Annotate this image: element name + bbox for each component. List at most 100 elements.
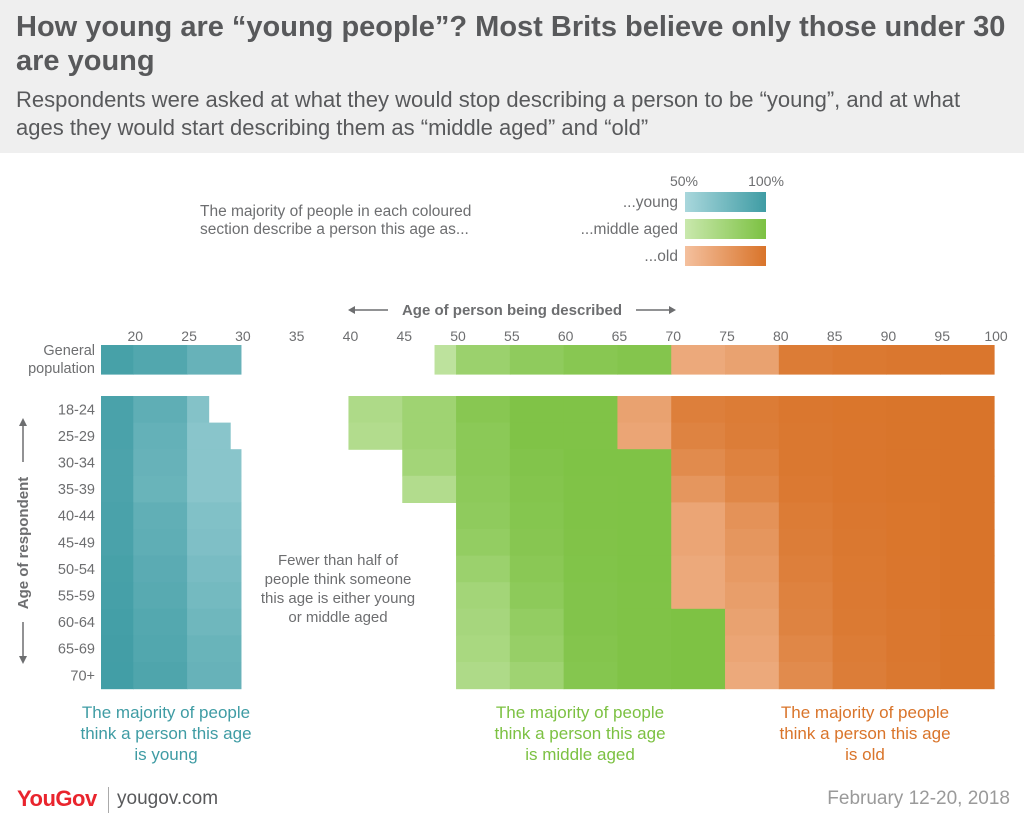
heatmap-cell-old: [832, 422, 888, 450]
heatmap-cell-young: [101, 608, 134, 636]
summary-label-middle: is middle aged: [525, 745, 635, 764]
heatmap-cell-young: [187, 422, 231, 450]
heatmap-cell-young: [187, 555, 242, 583]
summary-label-young: think a person this age: [80, 724, 251, 743]
heatmap-cell-old: [940, 529, 995, 557]
heatmap-cell-middle: [456, 422, 511, 450]
heatmap-cell-old: [725, 555, 780, 583]
heatmap-cell-middle: [563, 345, 619, 375]
heatmap-cell-old: [617, 422, 672, 450]
x-axis-title: Age of person being described: [402, 302, 622, 319]
heatmap-cell-old: [886, 662, 941, 690]
heatmap-cell-old: [671, 396, 726, 424]
heatmap-cell-old: [778, 662, 834, 690]
row-label-respondent-age: 30-34: [58, 456, 95, 472]
heatmap-cell-middle: [509, 502, 565, 530]
heatmap-cell-middle: [671, 662, 726, 690]
heatmap-cell-middle: [563, 662, 619, 690]
heatmap-cell-young: [133, 449, 188, 477]
heatmap-cell-old: [778, 529, 834, 557]
footer-website: yougov.com: [117, 788, 219, 809]
summary-label-young: is young: [134, 745, 197, 764]
heatmap-cell-middle: [456, 475, 511, 503]
legend-swatch-old: [685, 246, 766, 266]
x-tick-label: 80: [773, 328, 789, 344]
heatmap-cell-old: [778, 608, 834, 636]
legend-label-middle: ...middle aged: [581, 221, 678, 238]
legend-description-line: The majority of people in each coloured: [200, 203, 471, 220]
heatmap-cell-middle: [456, 449, 511, 477]
heatmap-cell-old: [886, 422, 941, 450]
row-label-respondent-age: 50-54: [58, 562, 95, 578]
heatmap-cell-young: [101, 396, 134, 424]
x-tick-label: 55: [504, 328, 520, 344]
heatmap-cell-middle: [509, 635, 565, 663]
heatmap-cell-old: [886, 608, 941, 636]
y-axis-arrow-down-head: [19, 656, 27, 664]
heatmap-cell-old: [940, 582, 995, 610]
x-tick-label: 20: [127, 328, 143, 344]
x-tick-label: 45: [396, 328, 412, 344]
yougov-logo: YouGov: [17, 786, 97, 811]
heatmap-cell-young: [101, 502, 134, 530]
gap-annotation-line: people think someone: [265, 571, 412, 588]
chart-subtitle: Respondents were asked at what they woul…: [16, 87, 961, 140]
heatmap-cell-old: [886, 475, 941, 503]
heatmap-cell-middle: [456, 555, 511, 583]
heatmap-cell-middle: [617, 608, 672, 636]
heatmap-cell-old: [832, 449, 888, 477]
heatmap-cell-middle: [509, 608, 565, 636]
heatmap-cell-middle: [402, 449, 457, 477]
legend-label-old: ...old: [644, 248, 678, 265]
heatmap-cell-old: [725, 396, 780, 424]
heatmap-cell-old: [725, 529, 780, 557]
row-label-respondent-age: 18-24: [58, 402, 95, 418]
heatmap-cell-middle: [456, 662, 511, 690]
heatmap-cell-middle: [617, 345, 672, 375]
heatmap-cell-old: [671, 449, 726, 477]
x-tick-label: 85: [827, 328, 843, 344]
heatmap-cell-young: [187, 582, 242, 610]
x-tick-label: 50: [450, 328, 466, 344]
heatmap-cell-old: [886, 555, 941, 583]
heatmap-cell-young: [187, 345, 242, 375]
heatmap-cell-middle: [617, 582, 672, 610]
heatmap-cell-old: [832, 608, 888, 636]
heatmap-cell-old: [832, 345, 888, 375]
heatmap-cell-old: [671, 529, 726, 557]
heatmap-cell-old: [886, 582, 941, 610]
summary-label-young: The majority of people: [82, 703, 250, 722]
heatmap-cell-young: [133, 475, 188, 503]
summary-label-old: think a person this age: [779, 724, 950, 743]
heatmap-cell-old: [778, 345, 834, 375]
heatmap-cell-old: [778, 635, 834, 663]
heatmap-cell-old: [725, 608, 780, 636]
heatmap-cell-middle: [563, 396, 619, 424]
gap-annotation-line: this age is either young: [261, 590, 415, 607]
legend-description-line: section describe a person this age as...: [200, 221, 469, 238]
heatmap-cell-middle: [348, 422, 403, 450]
x-tick-label: 65: [612, 328, 628, 344]
y-axis-arrow-up-head: [19, 418, 27, 426]
heatmap-cell-old: [778, 475, 834, 503]
row-label-respondent-age: 65-69: [58, 642, 95, 658]
heatmap-cell-old: [832, 529, 888, 557]
heatmap-cell-old: [778, 582, 834, 610]
heatmap-cell-old: [832, 396, 888, 424]
row-label-general-2: population: [28, 361, 95, 377]
heatmap-cell-young: [187, 529, 242, 557]
gap-annotation-line: Fewer than half of: [278, 552, 399, 569]
x-tick-label: 35: [289, 328, 305, 344]
heatmap-cell-middle: [456, 396, 511, 424]
heatmap-cell-young: [133, 635, 188, 663]
heatmap-cell-middle: [617, 475, 672, 503]
heatmap-cell-middle: [456, 502, 511, 530]
heatmap-cell-middle: [509, 396, 565, 424]
y-axis-title: Age of respondent: [15, 477, 32, 610]
heatmap-cell-old: [886, 502, 941, 530]
heatmap-cell-old: [940, 555, 995, 583]
survey-date: February 12-20, 2018: [827, 788, 1010, 809]
heatmap-cell-middle: [563, 475, 619, 503]
heatmap-cell-middle: [456, 345, 511, 375]
